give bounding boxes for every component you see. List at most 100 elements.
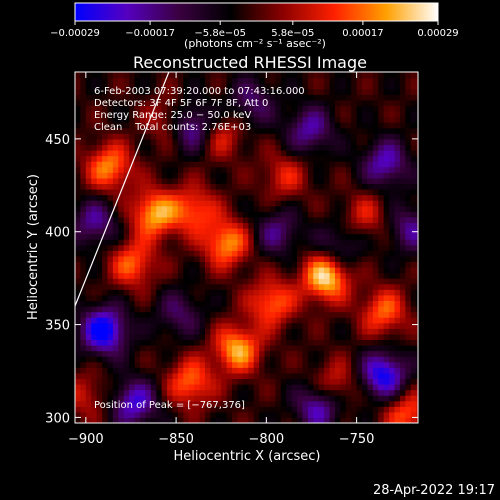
heatmap-cell bbox=[351, 372, 358, 380]
heatmap-cell bbox=[410, 116, 417, 123]
heatmap-cell bbox=[221, 372, 228, 380]
heatmap-cell bbox=[340, 122, 347, 129]
heatmap-cell bbox=[221, 172, 228, 179]
heatmap-cell bbox=[340, 389, 347, 396]
heatmap-cell bbox=[161, 189, 168, 196]
heatmap-cell bbox=[210, 77, 217, 84]
heatmap-cell bbox=[264, 222, 271, 229]
heatmap-cell bbox=[145, 333, 152, 341]
heatmap-cell bbox=[416, 155, 418, 162]
heatmap-cell bbox=[405, 361, 412, 368]
heatmap-cell bbox=[215, 172, 222, 179]
heatmap-cell bbox=[172, 138, 179, 146]
heatmap-cell bbox=[356, 177, 363, 185]
heatmap-cell bbox=[405, 111, 412, 118]
heatmap-cell bbox=[221, 77, 228, 84]
heatmap-cell bbox=[378, 189, 385, 196]
heatmap-cell bbox=[280, 306, 287, 313]
heatmap-cell bbox=[372, 77, 379, 84]
heatmap-cell bbox=[177, 294, 184, 302]
heatmap-cell bbox=[75, 189, 82, 196]
heatmap-cell bbox=[394, 111, 401, 118]
heatmap-cell bbox=[399, 272, 406, 279]
heatmap-cell bbox=[210, 294, 217, 302]
heatmap-cell bbox=[399, 177, 406, 185]
heatmap-cell bbox=[242, 222, 249, 229]
heatmap-cell bbox=[362, 166, 369, 173]
heatmap-cell bbox=[259, 72, 266, 79]
heatmap-cell bbox=[85, 244, 92, 251]
heatmap-cell bbox=[334, 133, 341, 140]
heatmap-cell bbox=[313, 189, 320, 196]
heatmap-cell bbox=[383, 300, 390, 307]
heatmap-cell bbox=[318, 267, 325, 274]
heatmap-cell bbox=[107, 267, 114, 274]
heatmap-cell bbox=[215, 267, 222, 274]
heatmap-cell bbox=[389, 228, 396, 235]
heatmap-cell bbox=[259, 272, 266, 279]
heatmap-cell bbox=[210, 150, 217, 157]
heatmap-cell bbox=[194, 367, 201, 374]
heatmap-cell bbox=[307, 127, 314, 134]
heatmap-cell bbox=[210, 161, 217, 168]
heatmap-cell bbox=[134, 211, 141, 218]
heatmap-cell bbox=[362, 233, 369, 240]
heatmap-cell bbox=[416, 267, 418, 274]
heatmap-cell bbox=[150, 395, 157, 402]
heatmap-cell bbox=[118, 267, 125, 274]
heatmap-cell bbox=[177, 372, 184, 380]
heatmap-cell bbox=[410, 127, 417, 134]
plot-frame bbox=[74, 71, 419, 424]
heatmap-cell bbox=[367, 261, 374, 268]
heatmap-cell bbox=[232, 94, 239, 101]
heatmap-cell bbox=[221, 384, 228, 391]
heatmap-cell bbox=[80, 194, 87, 201]
heatmap-cell bbox=[264, 155, 271, 162]
heatmap-cell bbox=[334, 322, 341, 329]
heatmap-cell bbox=[259, 150, 266, 157]
heatmap-cell bbox=[313, 356, 320, 363]
heatmap-cell bbox=[177, 378, 184, 385]
heatmap-cell bbox=[318, 83, 325, 90]
heatmap-cell bbox=[156, 127, 163, 134]
heatmap-cell bbox=[324, 239, 331, 246]
heatmap-cell bbox=[199, 367, 206, 374]
heatmap-image bbox=[75, 72, 418, 423]
heatmap-cell bbox=[329, 222, 336, 229]
heatmap-cell bbox=[248, 88, 255, 95]
heatmap-cell bbox=[307, 322, 314, 329]
heatmap-cell bbox=[275, 378, 282, 385]
heatmap-cell bbox=[394, 345, 401, 352]
heatmap-cell bbox=[334, 72, 341, 79]
heatmap-cell bbox=[269, 283, 276, 290]
heatmap-cell bbox=[188, 172, 195, 179]
heatmap-cell bbox=[248, 105, 255, 112]
heatmap-cell bbox=[248, 317, 255, 324]
heatmap-cell bbox=[324, 322, 331, 329]
heatmap-cell bbox=[172, 378, 179, 385]
heatmap-cell bbox=[291, 150, 298, 157]
heatmap-cell bbox=[183, 356, 190, 363]
heatmap-cell bbox=[80, 361, 87, 368]
heatmap-cell bbox=[80, 367, 87, 374]
heatmap-cell bbox=[145, 311, 152, 318]
heatmap-cell bbox=[378, 328, 385, 335]
heatmap-cell bbox=[291, 138, 298, 146]
heatmap-cell bbox=[167, 395, 174, 402]
heatmap-cell bbox=[248, 239, 255, 246]
heatmap-cell bbox=[150, 194, 157, 201]
heatmap-cell bbox=[221, 105, 228, 112]
heatmap-cell bbox=[215, 211, 222, 218]
heatmap-cell bbox=[356, 289, 363, 296]
heatmap-cell bbox=[410, 94, 417, 101]
heatmap-cell bbox=[102, 339, 109, 346]
heatmap-cell bbox=[188, 133, 195, 140]
heatmap-cell bbox=[232, 83, 239, 90]
heatmap-cell bbox=[96, 406, 103, 413]
heatmap-cell bbox=[183, 255, 190, 263]
heatmap-cell bbox=[242, 255, 249, 263]
heatmap-cell bbox=[269, 183, 276, 190]
heatmap-cell bbox=[378, 200, 385, 207]
heatmap-cell bbox=[145, 306, 152, 313]
heatmap-cell bbox=[351, 378, 358, 385]
